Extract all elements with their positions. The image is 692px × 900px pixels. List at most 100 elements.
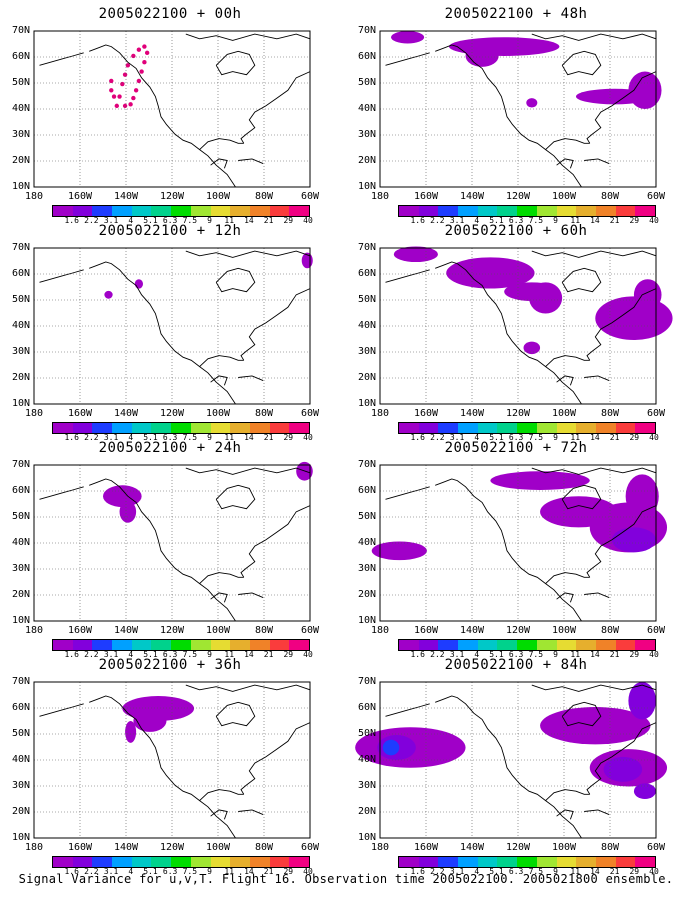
observation-point <box>142 60 147 65</box>
colorbar-swatch <box>399 857 419 867</box>
variance-region <box>382 739 400 756</box>
colorbar-swatch <box>131 640 152 650</box>
variance-region <box>125 721 137 743</box>
colorbar-label: 14 <box>590 433 600 442</box>
observation-point <box>125 63 131 68</box>
colorbar <box>52 856 310 868</box>
coastline <box>545 572 590 584</box>
map-panel-12h: 2005022100 + 12h 70N 60N 50N 40N 30N 20N 10N 180… <box>0 223 340 442</box>
colorbar-swatch <box>576 640 596 650</box>
y-tick-label: 40N <box>11 537 30 548</box>
y-tick-label: 20N <box>357 155 376 166</box>
colorbar-label: 11 <box>224 433 235 442</box>
colorbar-label: 5.1 <box>143 650 158 659</box>
x-tick-label: 100W <box>551 842 577 853</box>
colorbar-label: 6.3 <box>162 433 178 442</box>
y-tick-label: 30N <box>357 563 376 574</box>
x-tick-label: 60W <box>646 191 666 202</box>
colorbar-label: 2.2 <box>84 867 99 876</box>
colorbar-swatch <box>595 640 616 650</box>
coastline <box>561 267 602 293</box>
colorbar-swatch <box>497 423 518 433</box>
x-tick-label: 180 <box>24 842 44 853</box>
variance-region <box>526 98 538 108</box>
y-tick-label: 70N <box>11 676 30 687</box>
x-tick-label: 120W <box>159 842 185 853</box>
colorbar-swatch <box>635 206 655 216</box>
colorbar <box>398 422 656 434</box>
colorbar-swatch <box>190 857 211 867</box>
colorbar-swatch <box>210 857 231 867</box>
colorbar-label: 11 <box>570 216 581 225</box>
variance-region <box>104 290 113 299</box>
coastline <box>39 486 84 500</box>
colorbar-label: 7.5 <box>528 867 544 876</box>
colorbar-label: 7.5 <box>528 650 544 659</box>
x-tick-label: 140W <box>113 408 139 419</box>
colorbar-swatch <box>477 423 498 433</box>
colorbar-swatch <box>289 640 309 650</box>
colorbar-label: 7.5 <box>182 216 198 225</box>
colorbar-swatch <box>458 857 478 867</box>
colorbar-swatch <box>477 857 498 867</box>
x-tick-label: 60W <box>300 408 320 419</box>
colorbar-label: 21 <box>263 650 274 659</box>
y-tick-label: 70N <box>357 25 376 36</box>
y-tick-label: 50N <box>11 294 30 305</box>
colorbar-swatch <box>399 423 419 433</box>
colorbar-label: 6.3 <box>162 867 178 876</box>
observation-point <box>111 94 117 99</box>
colorbar-label: 40 <box>649 650 659 659</box>
x-tick-label: 120W <box>505 191 531 202</box>
colorbar-swatch <box>210 206 231 216</box>
colorbar-swatch <box>438 423 459 433</box>
coastline <box>556 592 574 603</box>
x-tick-label: 100W <box>205 842 231 853</box>
colorbar-label: 4 <box>474 650 480 659</box>
colorbar-label: 40 <box>303 650 313 659</box>
colorbar-label: 5.1 <box>489 433 504 442</box>
y-tick-label: 30N <box>357 780 376 791</box>
map-panel-60h: 2005022100 + 60h 70N 60N 50N 40N 30N 20N 10N 180… <box>346 223 686 442</box>
x-tick-label: 60W <box>646 625 666 636</box>
colorbar-label: 1.6 <box>410 433 425 442</box>
coastline <box>531 33 657 41</box>
colorbar-swatch <box>418 206 439 216</box>
map-title: 2005022100 + 84h <box>444 657 588 673</box>
plot-frame <box>379 681 657 839</box>
colorbar-label: 2.2 <box>430 216 445 225</box>
y-tick-label: 20N <box>357 589 376 600</box>
x-tick-label: 120W <box>505 625 531 636</box>
colorbar-label: 29 <box>629 216 640 225</box>
colorbar-swatch <box>53 423 73 433</box>
colorbar-swatch <box>615 857 636 867</box>
map-panel-36h: 2005022100 + 36h 70N 60N 50N 40N 30N 20N 10N 180… <box>0 657 340 876</box>
variance-region <box>628 71 662 109</box>
colorbar-label: 6.3 <box>508 216 524 225</box>
colorbar-swatch <box>151 206 172 216</box>
variance-region <box>119 500 137 523</box>
coastline <box>89 478 236 622</box>
colorbar-swatch <box>190 423 211 433</box>
x-tick-label: 140W <box>459 625 485 636</box>
coastline <box>435 44 582 188</box>
coastline <box>240 722 311 795</box>
y-tick-label: 60N <box>11 51 30 62</box>
coastline <box>89 695 236 839</box>
coastline <box>89 44 236 188</box>
x-tick-label: 100W <box>205 408 231 419</box>
colorbar-swatch <box>269 640 290 650</box>
map-title: 2005022100 + 00h <box>98 6 242 22</box>
y-tick-label: 30N <box>357 129 376 140</box>
colorbar-swatch <box>151 423 172 433</box>
colorbar-swatch <box>556 857 577 867</box>
colorbar-label: 29 <box>629 650 640 659</box>
colorbar-swatch <box>171 640 191 650</box>
colorbar-swatch <box>497 206 518 216</box>
y-tick-label: 60N <box>357 485 376 496</box>
x-tick-label: 180 <box>24 625 44 636</box>
y-tick-label: 40N <box>11 320 30 331</box>
colorbar-label: 6.3 <box>508 867 524 876</box>
coastline <box>215 50 256 76</box>
colorbar-label: 2.2 <box>84 433 99 442</box>
